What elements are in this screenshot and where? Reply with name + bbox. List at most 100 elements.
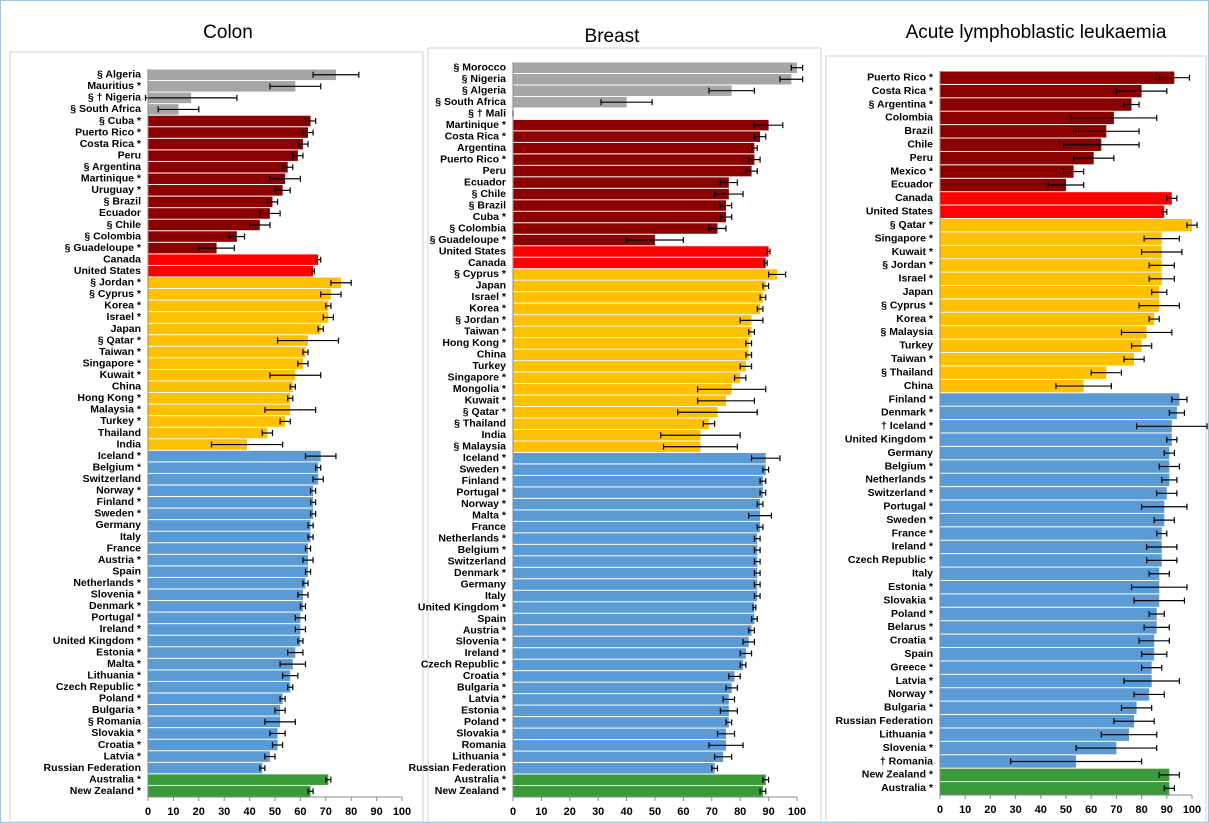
error-bar [1156,490,1178,497]
error-bar [790,64,804,71]
category-label: § Nigeria [462,73,507,85]
error-bar [274,707,286,714]
bar [513,326,752,338]
error-bar [1072,155,1115,162]
category-label: Hong Kong * [77,392,141,404]
error-bar [1166,195,1178,202]
bar [513,292,763,303]
error-bar [292,152,304,159]
x-tick-label: 40 [243,806,255,818]
error-bar [309,487,317,494]
category-label: Romania [462,739,507,751]
category-label: Mongolia * [453,383,507,395]
x-tick-label: 20 [193,806,205,818]
error-bar [1070,114,1158,121]
error-bar [1113,718,1155,725]
x-tick-label: 100 [788,806,806,818]
bar [148,462,319,473]
bar [513,131,761,142]
bar [940,473,1170,487]
bar [513,763,715,774]
category-label: Switzerland * [868,487,934,499]
category-label: Austria * [463,624,507,636]
error-bar [745,168,758,175]
category-label: Latvia * [104,750,142,762]
bar [513,280,766,292]
error-bar [269,372,322,379]
error-bar [753,593,761,600]
error-bar [759,489,767,496]
error-bar [287,684,294,691]
category-label: Slovenia * [456,636,507,648]
error-bar [719,214,733,221]
category-label: Peru [910,152,933,164]
error-bar [1171,396,1188,403]
category-label: § Guadeloupe * [430,234,507,246]
category-label: Finland * [97,496,142,508]
category-label: Bulgaria * [92,704,142,716]
error-bar [297,141,309,148]
bar [148,785,311,797]
category-label: Denmark * [454,567,507,579]
bar [148,289,331,300]
error-bar [1156,530,1168,537]
bar [148,231,237,242]
bar [148,277,342,289]
category-label: Finland * [462,475,507,487]
error-bar [696,397,756,404]
error-bar [1100,731,1158,738]
error-bar [228,233,246,240]
bar [940,487,1167,500]
category-label: Mexico * [890,165,934,177]
category-label: Canada [468,257,506,269]
category-label: Ecuador [464,176,506,188]
error-bar [748,627,756,634]
category-label: Malaysia * [90,404,142,416]
category-label: § South Africa [70,103,141,115]
error-bar [714,191,744,198]
bar [940,728,1129,741]
bar [940,741,1117,755]
error-bar [759,788,767,795]
category-label: Poland * [464,716,507,728]
category-label: United Kingdom * [418,601,507,613]
category-label: Croatia * [890,635,934,647]
category-label: Martinique * [446,119,507,131]
error-bar [759,294,767,301]
category-label: Ireland * [100,623,142,635]
error-bar [1009,758,1143,765]
category-label: Switzerland [448,555,506,567]
error-bar [1163,450,1175,457]
category-label: Netherlands * [865,474,934,486]
bar [940,768,1170,782]
x-tick-label: 20 [984,804,996,816]
error-bar [708,225,727,232]
error-bar [728,673,741,680]
bar [513,521,761,533]
category-label: Peru [483,165,506,177]
bar [940,312,1155,326]
bar [513,303,761,315]
error-bar [1161,476,1178,483]
category-label: New Zealand * [70,785,142,797]
error-bar [1143,624,1170,631]
bar [148,242,217,254]
category-label: § Brazil [469,199,506,211]
error-bar [625,237,685,244]
bar [513,154,755,165]
category-label: Germany [460,578,506,590]
category-label: Lithuania * [879,728,934,740]
bar [148,670,291,681]
category-label: § Cyprus * [881,299,934,311]
category-label: Canada [103,253,141,265]
error-bar [1123,678,1181,685]
bar [148,127,309,138]
error-bar [325,776,332,783]
category-label: Greece * [890,661,934,673]
error-bar [756,501,764,508]
category-label: § Qatar * [98,334,142,346]
category-label: Italy [912,568,933,580]
x-tick-label: 100 [393,806,411,818]
bar [148,265,314,277]
category-label: France [107,542,142,554]
